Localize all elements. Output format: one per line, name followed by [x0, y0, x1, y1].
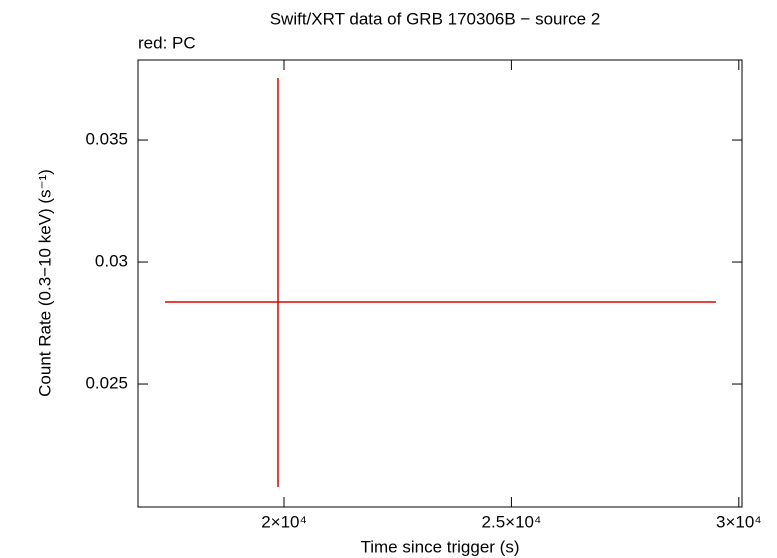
chart-subtitle: red: PC [138, 33, 196, 52]
y-tick-label: 0.03 [95, 252, 128, 271]
chart-title: Swift/XRT data of GRB 170306B − source 2 [270, 9, 601, 28]
y-tick-label: 0.035 [85, 130, 128, 149]
y-axis-label: Count Rate (0.3−10 keV) (s⁻¹) [35, 169, 54, 397]
x-tick-label: 3×10⁴ [716, 512, 762, 531]
x-tick-label: 2×10⁴ [261, 512, 307, 531]
x-axis-label: Time since trigger (s) [360, 537, 519, 556]
plot-frame [137, 59, 743, 508]
y-tick-label: 0.025 [85, 374, 128, 393]
x-tick-label: 2.5×10⁴ [482, 512, 542, 531]
